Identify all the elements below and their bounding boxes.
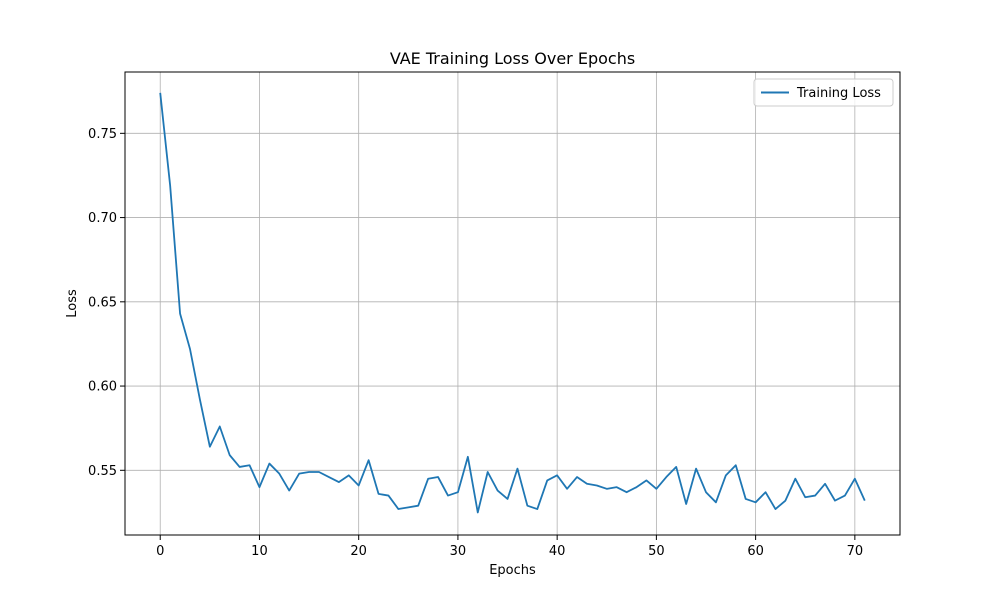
y-tick-label: 0.55 (88, 464, 117, 479)
x-tick-label: 40 (549, 544, 566, 559)
x-tick-label: 60 (747, 544, 764, 559)
grid (125, 72, 900, 535)
x-tick-label: 20 (350, 544, 367, 559)
ticks: 0 10 20 30 40 50 60 70 0.55 0.60 0.65 0.70 0.75 (88, 127, 863, 559)
series-line-training-loss (159, 92, 866, 514)
x-tick-label: 50 (648, 544, 665, 559)
x-tick-label: 10 (251, 544, 268, 559)
y-tick-label: 0.75 (88, 127, 117, 142)
y-tick-label: 0.70 (88, 211, 117, 226)
x-tick-label: 30 (450, 544, 467, 559)
series-layer (159, 92, 866, 514)
y-tick-label: 0.65 (88, 295, 117, 310)
x-tick-label: 70 (847, 544, 864, 559)
legend-label: Training Loss (796, 86, 881, 101)
legend-box (753, 78, 894, 107)
plot-frame (124, 71, 901, 536)
x-tick-label: 0 (156, 544, 164, 559)
y-tick-label: 0.60 (88, 380, 117, 395)
chart-title: VAE Training Loss Over Epochs (390, 49, 635, 68)
x-axis-label: Epochs (489, 563, 536, 578)
legend: Training Loss (753, 78, 894, 107)
y-axis-label: Loss (65, 289, 80, 318)
